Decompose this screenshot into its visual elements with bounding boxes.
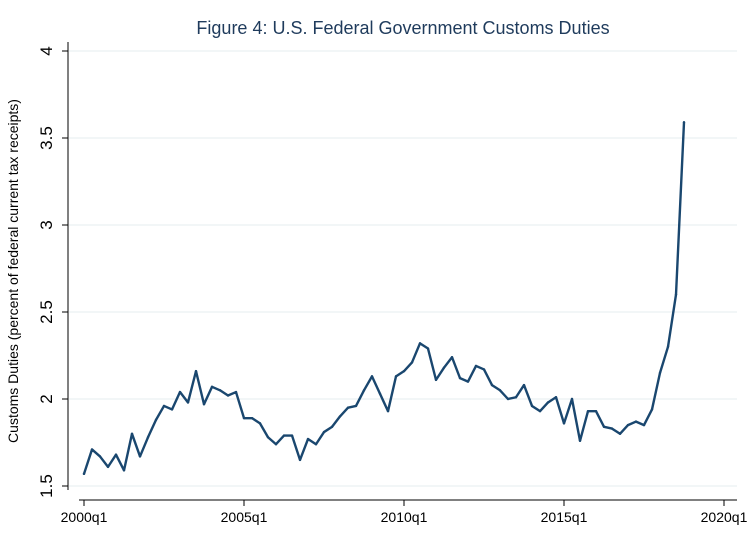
- data-point-2004q2: [218, 389, 222, 392]
- data-point-2003q2: [186, 401, 190, 404]
- y-tick-label-0: 1.5: [37, 474, 56, 498]
- y-ticks: 1.5 2 2.5 3 3.5 4: [37, 46, 68, 498]
- data-point-2001q2: [122, 469, 126, 472]
- data-point-2004q3: [226, 394, 230, 397]
- data-point-2006q2: [282, 434, 286, 437]
- data-point-2016q4: [618, 432, 622, 435]
- x-tick-label-2: 2010q1: [381, 509, 428, 525]
- x-tick-label-1: 2005q1: [221, 509, 268, 525]
- data-point-2017q1: [626, 423, 630, 427]
- y-tick-label-4: 3.5: [37, 126, 56, 150]
- data-point-2002q2: [154, 418, 158, 422]
- data-point-2012q1: [466, 380, 470, 383]
- data-point-2007q3: [322, 430, 326, 434]
- data-point-2000q4: [106, 465, 110, 469]
- series-points: [82, 121, 686, 476]
- data-point-2014q1: [530, 404, 534, 408]
- data-point-2016q2: [602, 425, 606, 429]
- data-point-2008q1: [338, 415, 342, 418]
- data-point-2018q1: [658, 371, 662, 375]
- y-axis-label: Customs Duties (percent of federal curre…: [5, 99, 21, 443]
- data-point-2011q1: [434, 378, 438, 382]
- data-point-2018q2: [666, 345, 670, 348]
- data-point-2014q2: [538, 409, 542, 413]
- data-point-2013q4: [522, 383, 526, 387]
- data-point-2012q3: [482, 368, 486, 371]
- x-ticks: 2000q1 2005q1 2010q1 2015q1 2020q1: [61, 500, 748, 525]
- data-point-2002q3: [162, 404, 166, 408]
- data-point-2001q1: [114, 453, 118, 456]
- y-tick-label-5: 4: [37, 46, 56, 55]
- data-point-2003q3: [194, 369, 198, 373]
- data-point-2013q1: [498, 389, 502, 392]
- chart-title: Figure 4: U.S. Federal Government Custom…: [196, 18, 609, 38]
- data-point-2018q4: [682, 121, 686, 124]
- data-point-2009q2: [378, 392, 382, 395]
- data-point-2011q2: [442, 366, 446, 369]
- data-point-2013q3: [514, 396, 518, 399]
- data-point-2017q2: [634, 420, 638, 423]
- data-point-2000q3: [98, 455, 102, 458]
- data-point-2007q4: [330, 425, 334, 429]
- data-point-2001q3: [130, 432, 134, 435]
- data-point-2010q2: [410, 361, 414, 364]
- grid-lines: [69, 50, 737, 487]
- data-point-2003q4: [202, 403, 206, 406]
- data-point-2001q4: [138, 455, 142, 458]
- data-point-2009q3: [386, 409, 390, 413]
- data-point-2010q4: [426, 347, 430, 350]
- data-point-2004q1: [210, 385, 214, 389]
- data-point-2005q1: [242, 416, 246, 420]
- data-point-2017q3: [642, 423, 646, 427]
- series-line-customs-duties: [82, 121, 686, 476]
- data-point-2011q3: [450, 356, 454, 359]
- data-point-2006q3: [290, 434, 294, 437]
- data-point-2018q3: [674, 293, 678, 296]
- y-tick-label-3: 3: [37, 220, 56, 229]
- data-point-2012q2: [474, 364, 478, 368]
- data-point-2007q2: [314, 443, 318, 446]
- data-point-2003q1: [178, 390, 182, 394]
- data-point-2007q1: [306, 437, 310, 441]
- data-point-2017q4: [650, 408, 654, 411]
- data-point-2002q4: [170, 408, 174, 411]
- data-point-2006q4: [298, 458, 302, 462]
- data-point-2010q1: [402, 369, 406, 373]
- data-point-2005q4: [266, 436, 270, 439]
- data-point-2013q2: [506, 397, 510, 401]
- data-point-2004q4: [234, 390, 238, 394]
- data-point-2006q1: [274, 443, 278, 446]
- y-tick-label-1: 2: [37, 394, 56, 403]
- data-point-2014q3: [546, 401, 550, 404]
- data-point-2008q3: [354, 404, 358, 408]
- data-point-2015q4: [586, 409, 590, 413]
- data-point-2008q4: [362, 389, 366, 392]
- y-tick-label-2: 2.5: [37, 300, 56, 324]
- data-point-2012q4: [490, 383, 494, 387]
- data-point-2009q1: [370, 375, 374, 378]
- data-point-2002q1: [146, 436, 150, 439]
- data-point-2005q2: [250, 416, 254, 420]
- x-tick-label-0: 2000q1: [61, 509, 108, 525]
- data-point-2015q1: [562, 422, 566, 425]
- data-point-2016q3: [610, 427, 614, 430]
- data-point-2011q4: [458, 376, 462, 380]
- data-point-2014q4: [554, 396, 558, 399]
- data-point-2015q3: [578, 439, 582, 442]
- data-point-2005q3: [258, 422, 262, 425]
- data-point-2015q2: [570, 397, 574, 401]
- data-point-2010q3: [418, 342, 422, 345]
- data-point-2009q4: [394, 375, 398, 378]
- x-tick-label-3: 2015q1: [541, 509, 588, 525]
- x-tick-label-4: 2020q1: [701, 509, 748, 525]
- data-point-2016q1: [594, 409, 598, 413]
- data-point-2000q2: [90, 448, 94, 451]
- data-point-2008q2: [346, 406, 350, 409]
- data-point-2000q1: [82, 472, 86, 476]
